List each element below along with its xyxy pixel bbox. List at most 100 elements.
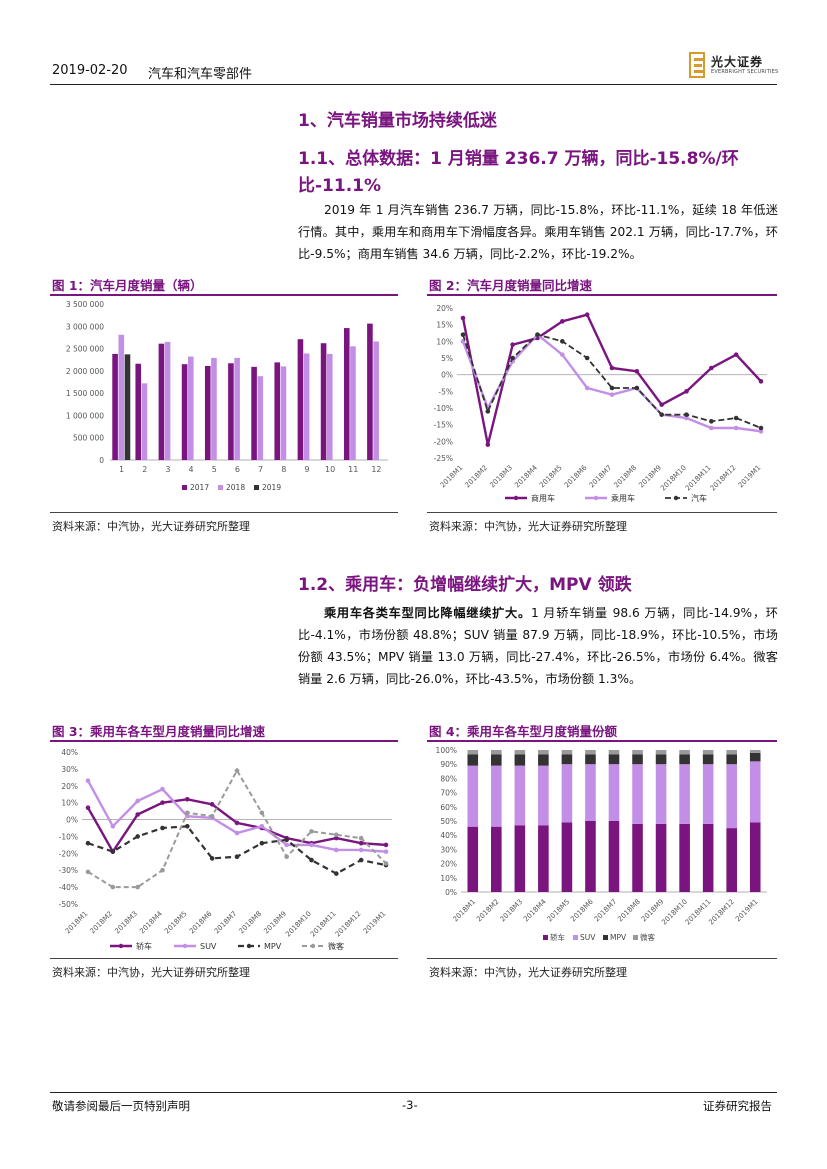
data-point (734, 416, 739, 421)
stacked-bar-segment (467, 766, 478, 827)
y-tick-label: 50% (440, 817, 457, 826)
legend-label: 轿车 (136, 941, 152, 951)
stacked-bar-segment (750, 753, 761, 762)
data-point (635, 369, 640, 374)
x-tick-label: 2018M4 (138, 909, 164, 935)
data-point (585, 312, 590, 317)
subsection-title-1-2: 1.2、乘用车：负增幅继续扩大，MPV 领跌 (298, 570, 632, 595)
x-tick-label: 2018M7 (588, 464, 614, 490)
x-tick-label: 2018M11 (309, 910, 338, 939)
stacked-bar-segment (467, 827, 478, 892)
y-tick-label: 100% (436, 746, 457, 755)
data-point (235, 854, 240, 859)
stacked-bar-segment (515, 754, 526, 765)
legend-label: MPV (264, 942, 282, 951)
x-tick-label: 2018M5 (546, 898, 572, 924)
figure-1-foot-rule (50, 512, 398, 513)
logo: 光大证券 EVERBRIGHT SECURITIES (689, 52, 779, 78)
legend-swatch (218, 485, 223, 490)
stacked-bar-segment (679, 764, 690, 824)
x-tick-label: 2018M3 (499, 898, 525, 924)
y-tick-label: -10% (59, 832, 78, 841)
y-tick-label: 3 500 000 (66, 300, 104, 309)
x-tick-label: 3 (165, 465, 170, 474)
x-tick-label: 2018M3 (488, 464, 514, 490)
x-tick-label: 2018M4 (522, 897, 548, 923)
x-tick-label: 2018M10 (284, 910, 313, 939)
x-tick-label: 2018M7 (593, 898, 619, 924)
legend-swatch (182, 485, 187, 490)
x-tick-label: 2018M1 (64, 910, 90, 936)
data-point (111, 824, 116, 829)
y-tick-label: 20% (436, 304, 453, 313)
y-tick-label: 1 000 000 (66, 411, 104, 420)
stacked-bar-segment (585, 821, 596, 892)
data-point (585, 386, 590, 391)
data-point (560, 339, 565, 344)
x-tick-label: 2018M7 (213, 910, 239, 936)
stacked-bar-segment (538, 754, 549, 765)
stacked-bar-segment (726, 764, 737, 828)
bar (350, 346, 356, 460)
stacked-bar-segment (515, 766, 526, 826)
data-point (309, 858, 314, 863)
stacked-bar-segment (726, 754, 737, 764)
legend-label: 商用车 (531, 493, 555, 503)
y-tick-label: 0% (441, 371, 453, 380)
y-tick-label: -30% (59, 866, 78, 875)
x-tick-label: 4 (189, 465, 194, 474)
data-point (734, 426, 739, 431)
x-tick-label: 2018M2 (89, 910, 115, 936)
data-point (759, 426, 764, 431)
stacked-bar-segment (538, 750, 549, 754)
legend-label: 2017 (190, 483, 209, 492)
data-point (260, 841, 265, 846)
data-point (560, 352, 565, 357)
legend-marker (247, 944, 251, 948)
data-point (610, 392, 615, 397)
data-point (560, 319, 565, 324)
x-tick-label: 2018M3 (113, 910, 139, 936)
y-tick-label: 10% (440, 874, 457, 883)
bar (251, 367, 257, 460)
figure-4-foot-rule (427, 958, 777, 959)
data-point (309, 829, 314, 834)
y-tick-label: 10% (436, 337, 453, 346)
y-tick-label: 2 500 000 (66, 345, 104, 354)
data-point (160, 787, 165, 792)
x-tick-label: 2018M5 (538, 464, 564, 490)
x-tick-label: 2018M6 (563, 463, 589, 489)
bar (367, 324, 373, 460)
legend-label: 微客 (640, 932, 655, 942)
data-point (334, 871, 339, 876)
x-tick-label: 2019M1 (362, 910, 388, 936)
y-tick-label: 2 000 000 (66, 367, 104, 376)
stacked-bar-segment (562, 822, 573, 892)
stacked-bar-segment (679, 750, 690, 754)
data-point (135, 834, 140, 839)
data-point (185, 811, 190, 816)
data-point (135, 812, 140, 817)
data-point (185, 824, 190, 829)
stacked-bar-segment (656, 764, 667, 824)
x-tick-label: 2018M8 (616, 898, 642, 924)
stacked-bar-segment (750, 822, 761, 892)
data-point (709, 426, 714, 431)
stacked-bar-segment (491, 750, 502, 754)
x-tick-label: 12 (371, 465, 381, 474)
bar (125, 354, 131, 460)
stacked-bar-segment (632, 750, 643, 754)
stacked-bar-segment (750, 750, 761, 753)
x-tick-label: 6 (235, 465, 240, 474)
page-number: -3- (402, 1098, 418, 1112)
x-tick-label: 7 (258, 465, 263, 474)
data-point (384, 843, 389, 848)
y-tick-label: 0 (99, 456, 104, 465)
legend-marker (594, 496, 598, 500)
stacked-bar-segment (679, 824, 690, 892)
logo-name-en: EVERBRIGHT SECURITIES (711, 69, 778, 75)
series-line (88, 781, 386, 852)
legend-swatch (573, 935, 578, 940)
data-point (334, 848, 339, 853)
stacked-bar-segment (538, 766, 549, 826)
